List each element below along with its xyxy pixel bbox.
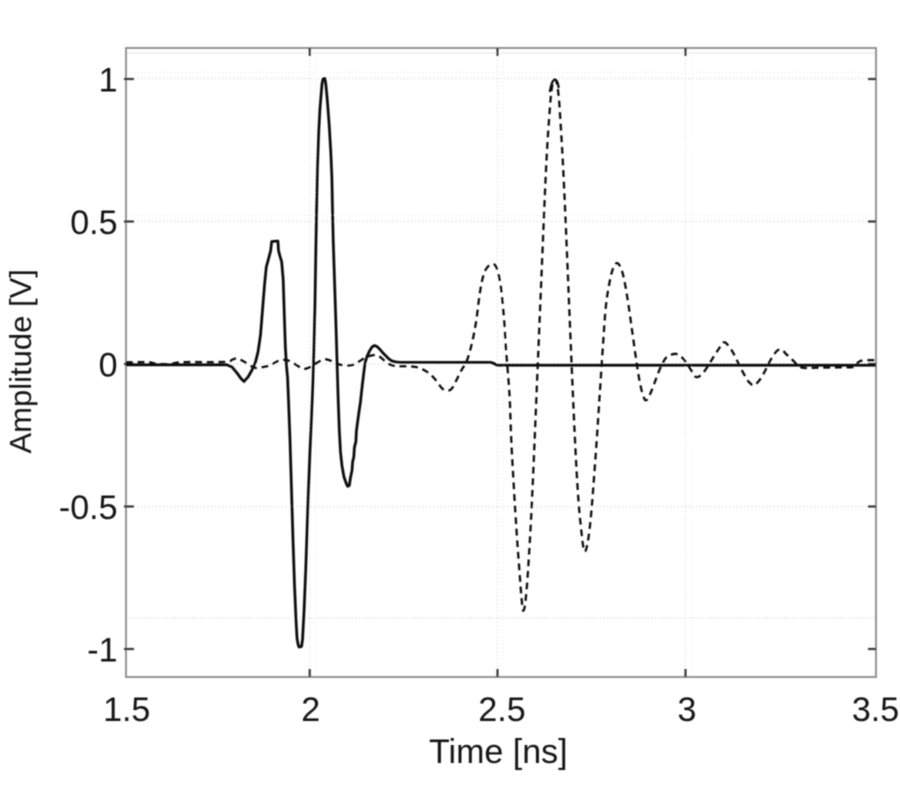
svg-text:3: 3 <box>678 691 697 729</box>
svg-text:-1: -1 <box>87 631 117 669</box>
svg-text:2.5: 2.5 <box>478 691 525 729</box>
svg-text:Time [ns]: Time [ns] <box>429 733 568 771</box>
svg-text:Amplitude [V]: Amplitude [V] <box>3 269 38 453</box>
svg-text:1.5: 1.5 <box>103 691 150 729</box>
svg-text:3.5: 3.5 <box>852 691 899 729</box>
svg-text:1: 1 <box>99 61 118 99</box>
svg-text:2: 2 <box>301 691 320 729</box>
svg-text:0.5: 0.5 <box>70 204 117 242</box>
svg-text:0: 0 <box>99 346 118 384</box>
svg-text:-0.5: -0.5 <box>59 489 118 527</box>
